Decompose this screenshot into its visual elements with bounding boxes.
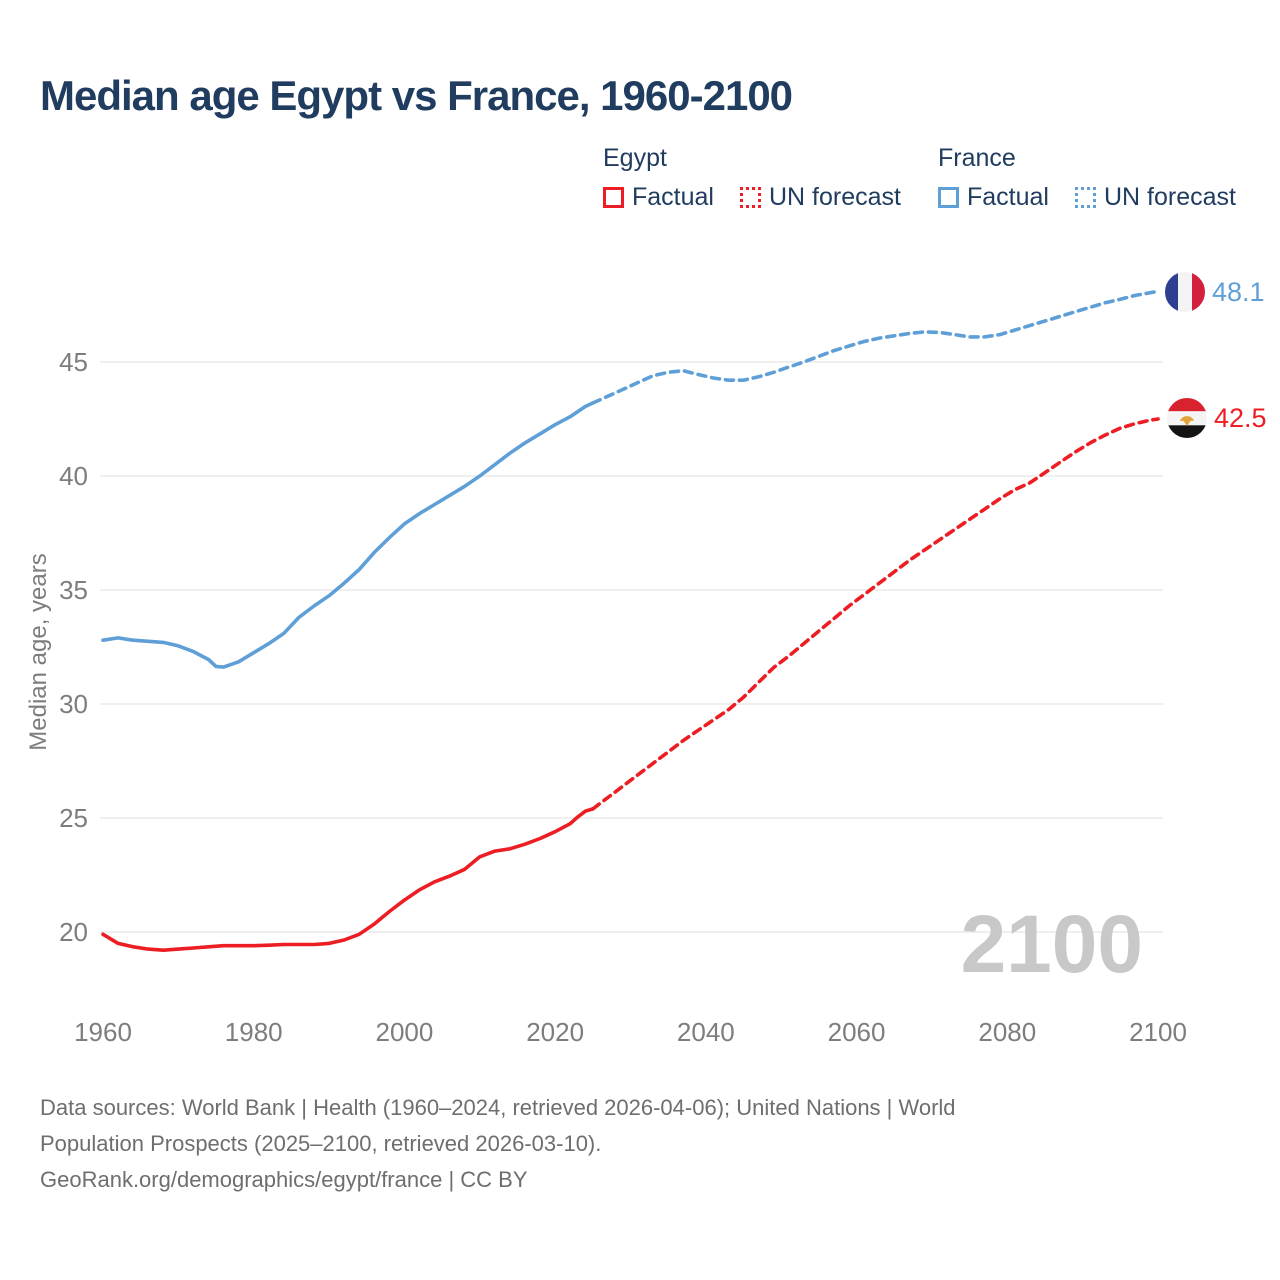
footer-line: Data sources: World Bank | Health (1960–… [40,1095,956,1120]
x-tick-label: 2100 [1129,1017,1187,1047]
legend-group-france: France Factual UN forecast [938,144,1236,212]
x-tick-label: 1980 [225,1017,283,1047]
legend-label: Factual [632,183,714,211]
x-tick-label: 2000 [376,1017,434,1047]
legend-item-egypt-forecast[interactable]: UN forecast [739,183,901,212]
legend-egypt-name: Egypt [603,144,667,172]
year-watermark: 2100 [961,899,1143,990]
x-tick-label: 2020 [526,1017,584,1047]
legend-label: UN forecast [1103,183,1236,211]
y-tick-label: 25 [59,803,88,833]
y-axis-title: Median age, years [25,553,52,750]
france-factual-swatch-icon [938,187,959,208]
x-tick-label: 2080 [978,1017,1036,1047]
legend-item-egypt-factual[interactable]: Factual [603,183,714,212]
y-tick-label: 35 [59,575,88,605]
y-tick-label: 40 [59,461,88,491]
gridlines [100,361,1163,933]
x-tick-label: 1960 [74,1017,132,1047]
legend-item-france-factual[interactable]: Factual [938,183,1049,212]
series-line-france-factual [101,401,595,669]
chart-title: Median age Egypt vs France, 1960-2100 [40,72,793,119]
egypt-flag-icon [1165,396,1209,440]
legend-label: UN forecast [768,183,901,211]
legend-label: Factual [967,183,1049,211]
france-forecast-swatch-icon [1074,187,1096,208]
egypt-factual-swatch-icon [603,187,624,208]
x-tick-label: 2060 [828,1017,886,1047]
legend-group-egypt: Egypt Factual UN forecast [603,144,901,212]
y-tick-label: 30 [59,689,88,719]
egypt-forecast-swatch-icon [739,187,761,208]
footer-line[interactable]: GeoRank.org/demographics/egypt/france | … [40,1167,528,1192]
france-flag-icon [1163,270,1207,314]
france-end-value-label: 48.1 [1212,277,1265,307]
series-lines [101,289,1160,953]
series-line-egypt-un-forecast [590,417,1160,811]
x-axis-tick-labels: 1960 1980 2000 2020 2040 2060 2080 2100 [74,1017,1187,1047]
y-axis-tick-labels: 20 25 30 35 40 45 [59,347,88,947]
x-tick-label: 2040 [677,1017,735,1047]
y-tick-label: 45 [59,347,88,377]
footer-line: Population Prospects (2025–2100, retriev… [40,1131,602,1156]
data-sources-footer: Data sources: World Bank | Health (1960–… [40,1090,1170,1198]
egypt-end-value-label: 42.5 [1214,403,1267,433]
y-tick-label: 20 [59,917,88,947]
legend-item-france-forecast[interactable]: UN forecast [1074,183,1236,212]
legend-france-name: France [938,144,1016,172]
series-line-france-un-forecast [590,289,1160,405]
series-line-egypt-factual [101,807,595,953]
